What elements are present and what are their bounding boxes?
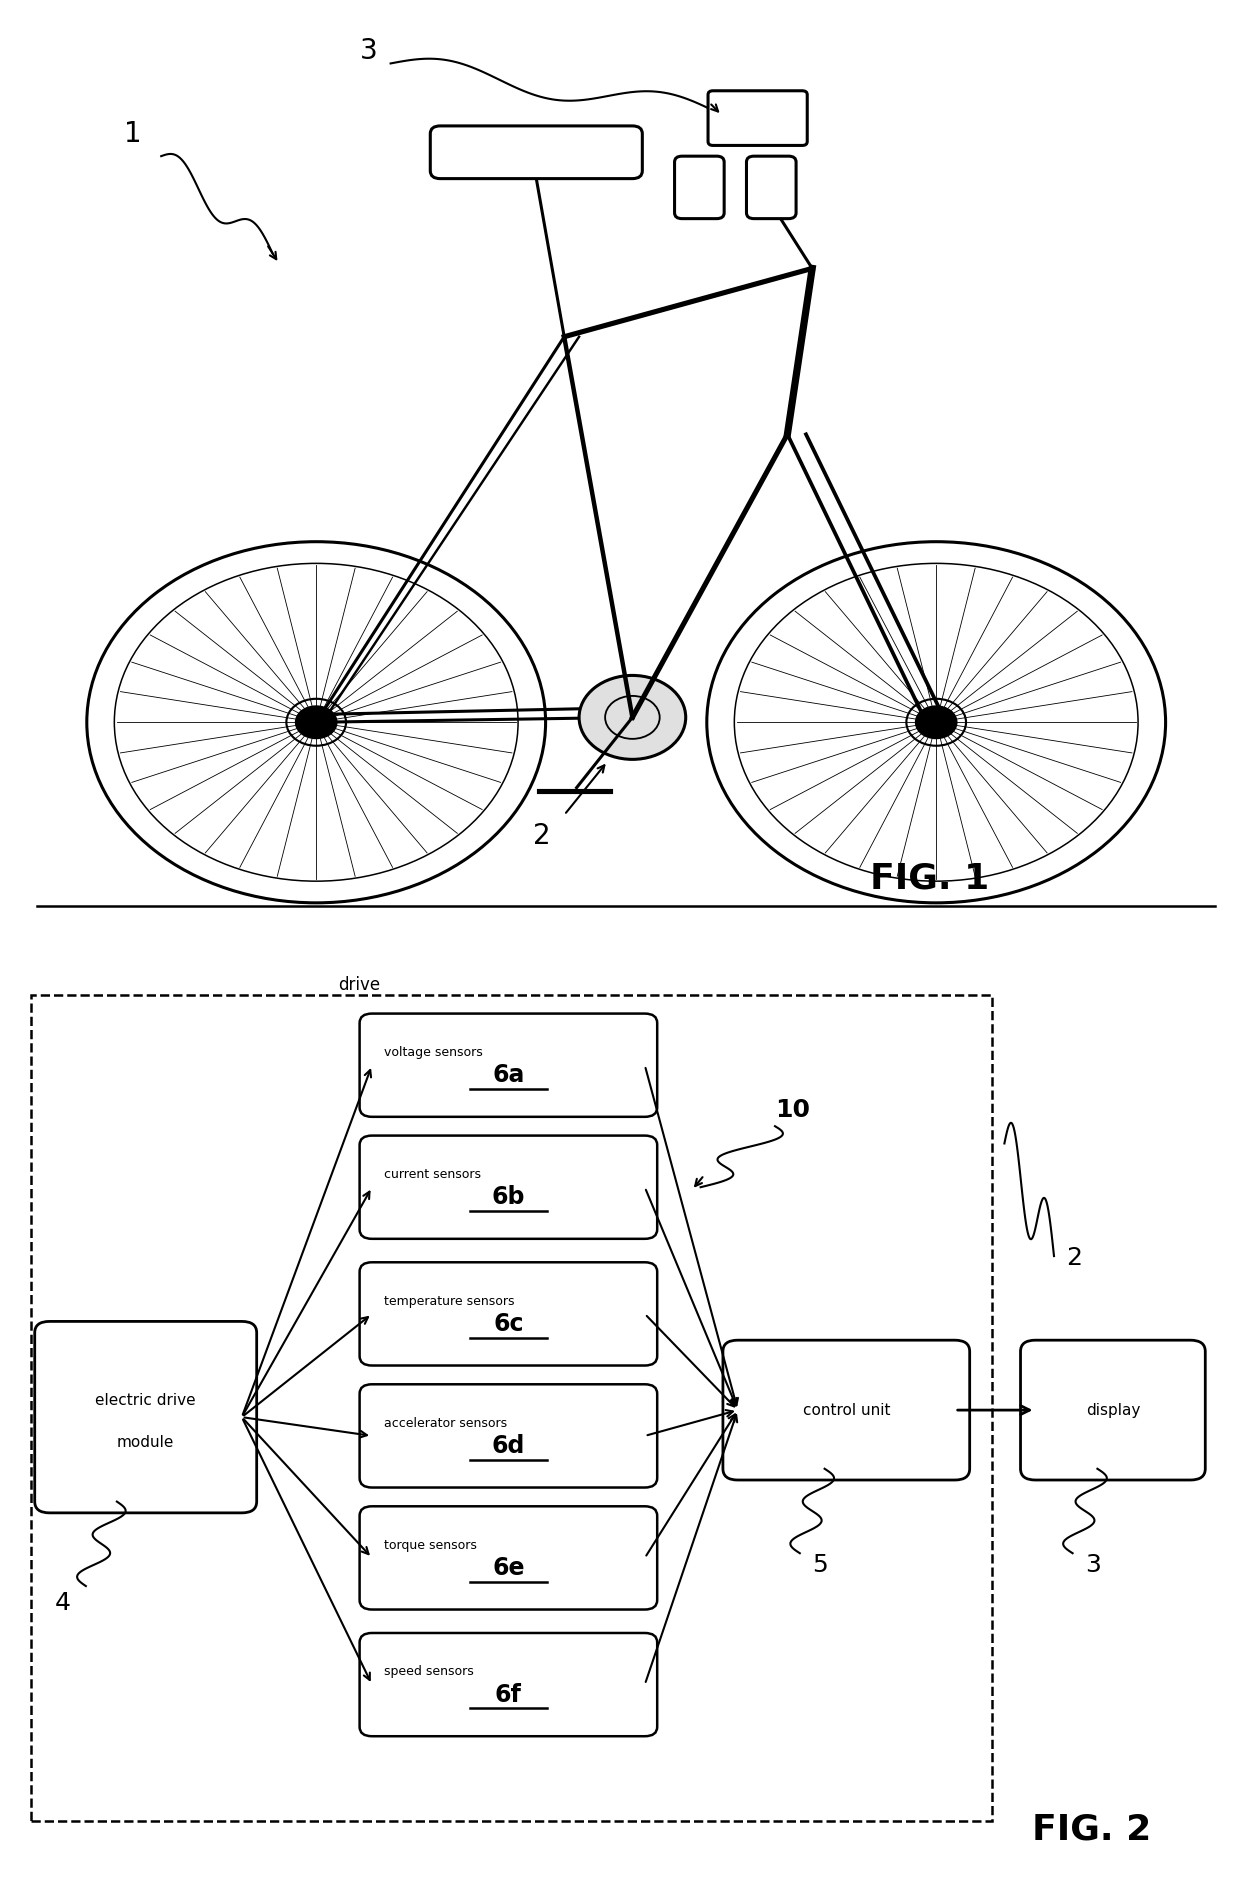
Circle shape [295,706,337,738]
Text: FIG. 1: FIG. 1 [870,862,990,895]
Text: 6b: 6b [491,1186,526,1209]
FancyBboxPatch shape [723,1340,970,1479]
Text: control unit: control unit [802,1402,890,1417]
Text: 6e: 6e [492,1556,525,1580]
Text: speed sensors: speed sensors [384,1665,474,1678]
Circle shape [915,706,957,738]
Text: 4: 4 [55,1590,71,1614]
Text: display: display [1086,1402,1140,1417]
FancyBboxPatch shape [430,126,642,178]
Text: FIG. 2: FIG. 2 [1032,1813,1151,1847]
Text: electric drive: electric drive [95,1393,196,1408]
FancyBboxPatch shape [360,1014,657,1117]
FancyBboxPatch shape [1021,1340,1205,1479]
Text: voltage sensors: voltage sensors [384,1045,484,1059]
FancyBboxPatch shape [360,1385,657,1487]
FancyBboxPatch shape [360,1263,657,1366]
Text: 6f: 6f [495,1684,522,1706]
Circle shape [579,676,686,760]
FancyBboxPatch shape [708,90,807,145]
FancyBboxPatch shape [35,1321,257,1513]
Text: 5: 5 [812,1552,828,1577]
Text: 6c: 6c [494,1312,523,1336]
Text: 6a: 6a [492,1064,525,1087]
Text: 10: 10 [775,1098,810,1122]
Text: 3: 3 [360,36,377,64]
Text: torque sensors: torque sensors [384,1539,477,1552]
FancyBboxPatch shape [675,156,724,218]
FancyBboxPatch shape [360,1136,657,1239]
Text: accelerator sensors: accelerator sensors [384,1417,507,1430]
Text: temperature sensors: temperature sensors [384,1295,515,1308]
FancyBboxPatch shape [360,1505,657,1609]
Bar [31,995,992,1821]
Text: 1: 1 [124,120,141,148]
Text: 3: 3 [1085,1552,1101,1577]
Text: 2: 2 [533,822,551,850]
Text: module: module [117,1436,175,1449]
FancyBboxPatch shape [746,156,796,218]
Text: current sensors: current sensors [384,1167,481,1181]
Text: 6d: 6d [492,1434,525,1458]
FancyBboxPatch shape [360,1633,657,1736]
Text: 2: 2 [1066,1246,1083,1271]
Text: drive: drive [339,976,381,995]
